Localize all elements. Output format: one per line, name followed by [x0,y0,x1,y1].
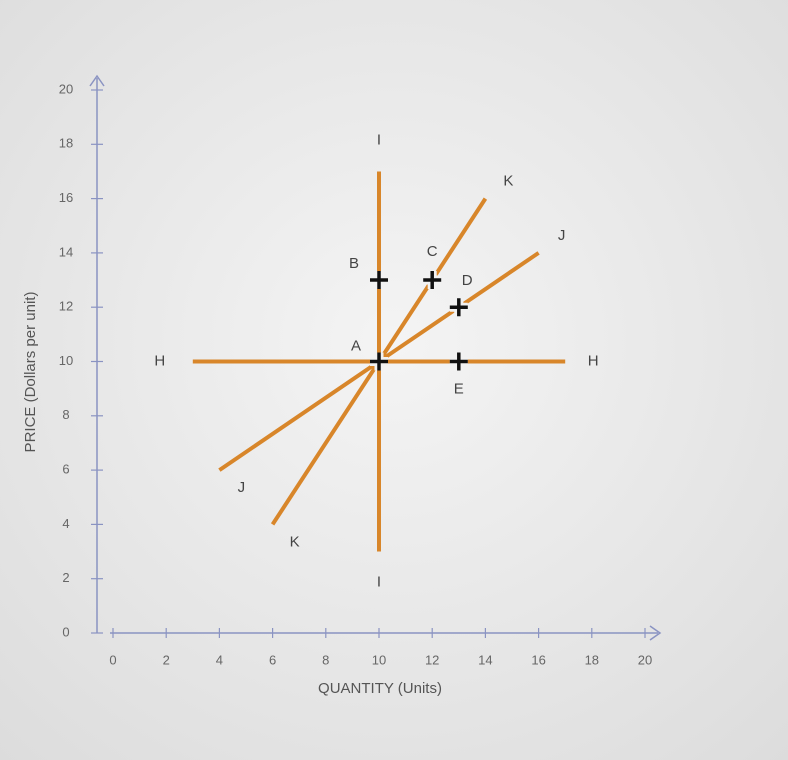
y-tick-label: 12 [59,299,73,314]
curve-label: K [503,173,513,190]
curve-label: I [377,131,381,148]
point-label: D [462,272,473,289]
y-tick-label: 14 [59,244,73,259]
point-label: A [351,337,361,354]
point-label: B [349,255,359,272]
curve-label: I [377,574,381,591]
x-tick-label: 4 [216,652,223,667]
x-tick-label: 0 [109,652,116,667]
x-tick-label: 16 [531,652,545,667]
x-tick-label: 18 [585,652,599,667]
curve-label: K [290,533,300,550]
point [449,352,468,371]
point [370,271,388,290]
y-tick-label: 18 [59,136,73,151]
x-tick-label: 14 [478,652,492,667]
x-axis-label: QUANTITY (Units) [318,680,442,697]
curve-label: H [588,352,599,369]
y-axis-arrow [89,74,105,87]
y-tick-label: 20 [59,81,73,96]
x-tick-label: 12 [425,652,439,667]
x-tick-label: 8 [322,652,329,667]
y-tick-label: 2 [62,570,69,585]
y-tick-label: 6 [62,462,69,477]
y-tick-label: 8 [62,407,69,422]
curve-label: J [558,227,566,244]
x-tick-label: 10 [372,652,386,667]
point-label: C [427,243,438,260]
curve-label: J [238,479,246,496]
point [423,271,442,290]
x-tick-label: 20 [638,652,652,667]
curve-label: H [154,352,165,369]
y-tick-label: 10 [59,353,73,368]
point [370,352,388,371]
point-label: E [454,380,464,397]
y-axis-label: PRICE (Dollars per unit) [22,292,39,453]
x-tick-label: 2 [163,652,170,667]
point [449,298,468,317]
x-tick-label: 6 [269,652,276,667]
x-axis-arrow [649,625,662,641]
y-tick-label: 4 [62,516,69,531]
y-tick-label: 0 [62,624,69,639]
y-tick-label: 16 [59,190,73,205]
